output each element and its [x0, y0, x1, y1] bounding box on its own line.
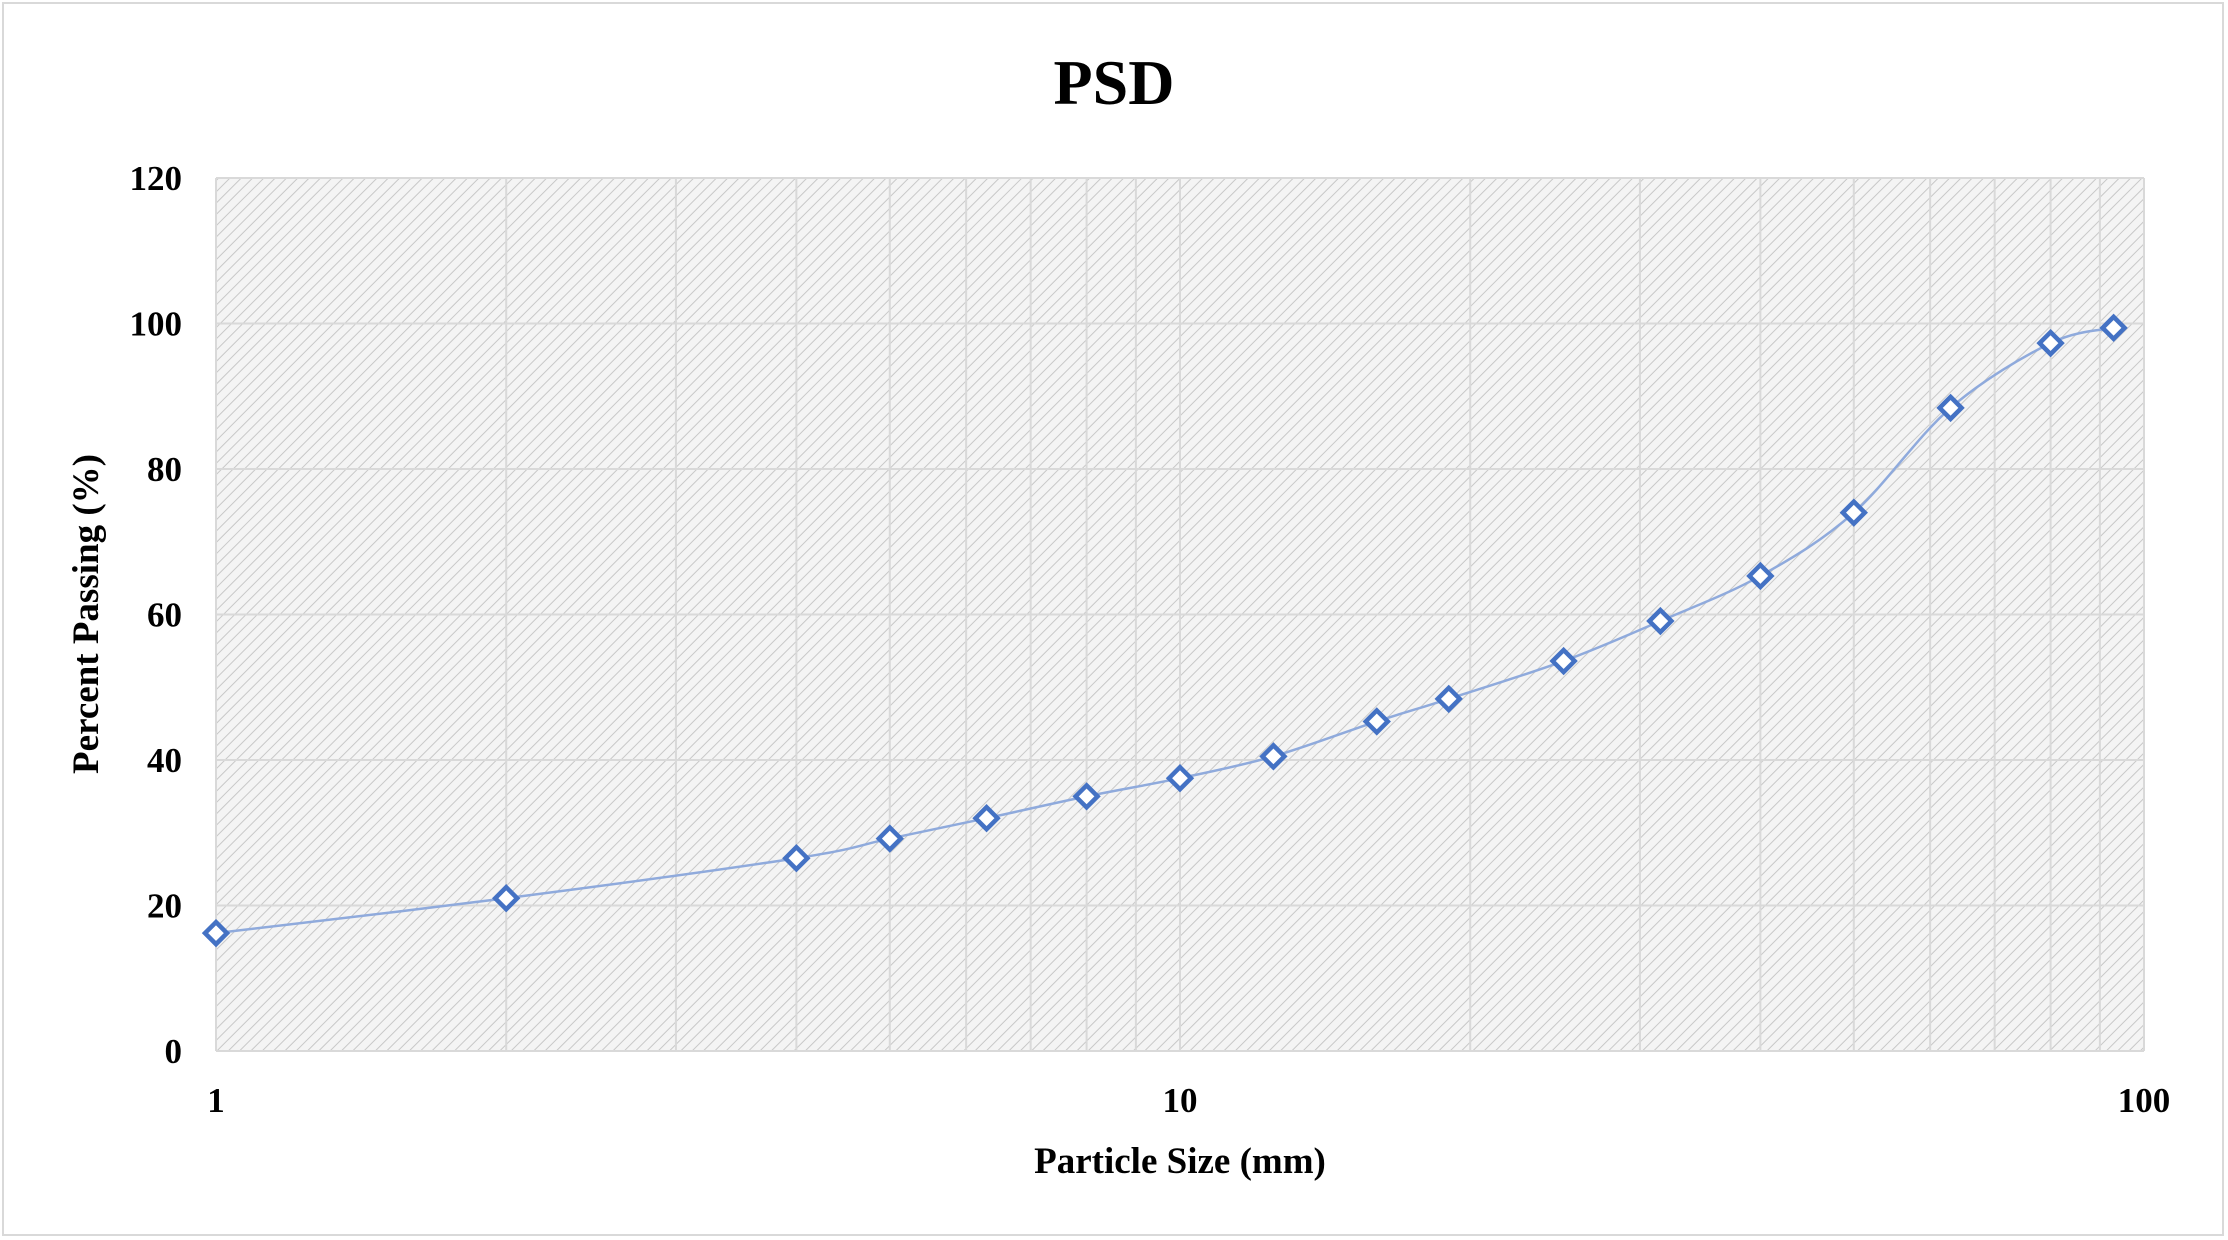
data-point [1746, 561, 1775, 591]
y-tick-label: 40 [147, 741, 182, 780]
x-tick-label: 1 [207, 1081, 225, 1120]
data-point [1936, 393, 1965, 423]
data-markers [201, 313, 2128, 948]
data-point [2099, 313, 2128, 343]
y-tick-label: 20 [147, 887, 182, 926]
data-point [1072, 782, 1101, 811]
chart-title: PSD [1054, 47, 1175, 118]
gridlines [215, 177, 2145, 1052]
y-tick-label: 100 [130, 305, 183, 344]
data-point [1646, 606, 1675, 636]
data-point [972, 804, 1001, 833]
y-tick-label: 80 [147, 450, 182, 489]
y-tick-label: 60 [147, 596, 182, 635]
x-axis-title: Particle Size (mm) [1034, 1141, 1326, 1182]
data-point [1362, 707, 1391, 736]
data-point [1165, 764, 1195, 793]
x-tick-label: 100 [2118, 1081, 2171, 1120]
data-point [201, 918, 231, 948]
data-point [492, 884, 521, 913]
data-point [875, 824, 904, 853]
data-point [1549, 646, 1578, 676]
data-point [1259, 742, 1288, 771]
data-point [1839, 498, 1868, 527]
x-tick-label: 10 [1163, 1081, 1198, 1120]
data-point [2036, 328, 2065, 358]
data-point [782, 844, 811, 873]
data-point [1434, 684, 1463, 714]
y-axis-title: Percent Passing (%) [66, 454, 107, 774]
y-tick-label: 0 [165, 1032, 183, 1071]
y-tick-label: 120 [130, 159, 183, 198]
series-line [215, 326, 2114, 935]
